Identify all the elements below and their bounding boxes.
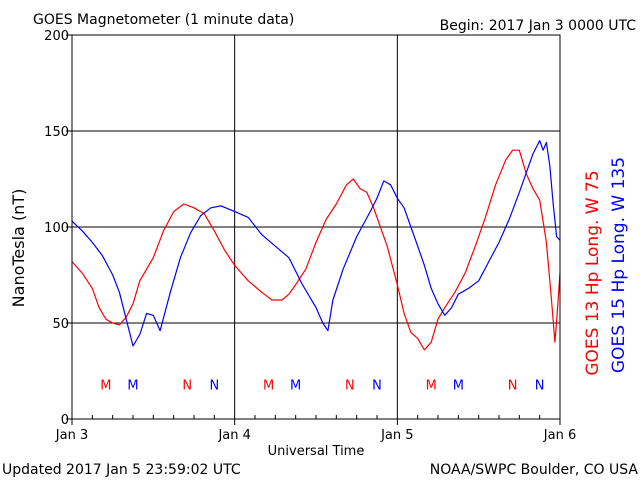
begin-time: Begin: 2017 Jan 3 0000 UTC — [440, 18, 637, 34]
credit-text: NOAA/SWPC Boulder, CO USA — [430, 462, 639, 478]
x-tick-label: Jan 5 — [380, 428, 413, 443]
noon-marker: N — [182, 378, 192, 393]
y-axis-label: NanoTesla (nT) — [9, 189, 28, 308]
goes13-series-line — [71, 149, 561, 351]
y-tick-label: 150 — [44, 125, 69, 140]
goes15-series-line — [71, 140, 561, 347]
midnight-marker: M — [426, 378, 437, 393]
noon-marker: N — [345, 378, 355, 393]
noon-marker: N — [209, 378, 219, 393]
y-tick-label: 200 — [44, 29, 69, 44]
y-tick-label: 50 — [52, 317, 69, 332]
noon-marker: N — [372, 378, 382, 393]
y-tick-label: 0 — [61, 413, 69, 428]
updated-timestamp: Updated 2017 Jan 5 23:59:02 UTC — [2, 462, 241, 478]
y-tick-label: 100 — [44, 221, 69, 236]
midnight-marker: M — [100, 378, 111, 393]
legend-goes15: GOES 15 Hp Long. W 135 — [609, 157, 629, 373]
midnight-marker: M — [127, 378, 138, 393]
midnight-marker: M — [453, 378, 464, 393]
noon-marker: N — [535, 378, 545, 393]
midnight-marker: M — [263, 378, 274, 393]
plot-area: 0 50 100 150 200 Jan 3 Jan 4 Jan 5 Jan 6 M M N N M M N N… — [44, 29, 576, 443]
noon-marker: N — [508, 378, 518, 393]
x-axis-label: Universal Time — [268, 444, 365, 459]
chart-title: GOES Magnetometer (1 minute data) — [33, 12, 294, 28]
x-tick-label: Jan 6 — [543, 428, 576, 443]
x-tick-label: Jan 3 — [55, 428, 88, 443]
x-tick-label: Jan 4 — [217, 428, 250, 443]
legend-goes13: GOES 13 Hp Long. W 75 — [583, 170, 603, 375]
midnight-marker: M — [290, 378, 301, 393]
plot-frame — [71, 34, 561, 420]
